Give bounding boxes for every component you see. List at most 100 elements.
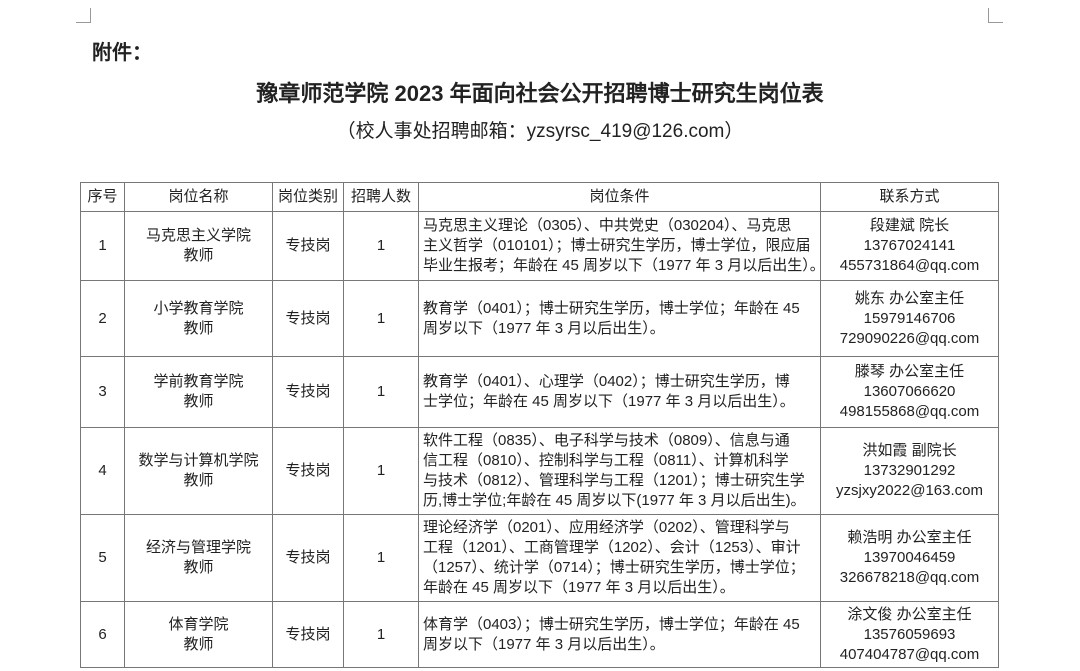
row-no: 6 [80,601,125,668]
condition-line: 周岁以下（1977 年 3 月以后出生）。 [423,635,665,653]
table-row: 4 数学与计算机学院 教师 专技岗 1 软件工程（0835）、电子科学与技术（0809）、… [80,427,999,515]
condition-line: 体育学（0403）；博士研究生学历，博士学位；年龄在 45 [423,615,800,633]
position-name: 数学与计算机学院 教师 [124,427,273,515]
condition-line: 理论经济学（0201）、应用经济学（0202）、管理科学与 [423,519,790,536]
contact-email[interactable]: yzsjxy2022@163.com [836,482,983,499]
contact-phone: 13607066620 [863,383,956,400]
position-name-line: 教师 [183,247,214,264]
position-count: 1 [343,427,419,515]
contact-phone: 13767024141 [863,237,956,254]
table-row: 6 体育学院 教师 专技岗 1 体育学（0403）；博士研究生学历，博士学位；年龄在 45… [80,601,999,668]
contact-person: 姚东 办公室主任 [854,289,965,307]
header-count: 招聘人数 [343,182,419,212]
position-type: 专技岗 [272,211,344,281]
position-name-line: 马克思主义学院 [145,227,251,244]
contact-phone: 13970046459 [863,549,956,566]
position-name-line: 教师 [183,393,214,410]
position-count: 1 [343,356,419,428]
row-no: 1 [80,211,125,281]
condition-line: 信工程（0810）、控制科学与工程（0811）、计算机科学 [423,452,789,469]
document-subtitle: （校人事处招聘邮箱：yzsyrsc_419@126.com） [336,121,744,142]
position-count: 1 [343,514,419,602]
position-type: 专技岗 [272,280,344,357]
condition-line: 马克思主义理论（0305）、中共党史（030204）、马克思 [423,217,792,234]
position-conditions: 教育学（0401）；博士研究生学历，博士学位；年龄在 45 周岁以下（1977 年… [418,280,821,357]
condition-line: 主义哲学（010101）；博士研究生学历，博士学位，限应届 [423,237,811,254]
position-count: 1 [343,601,419,668]
position-conditions: 教育学（0401）、心理学（0402）；博士研究生学历，博 士学位；年龄在 45 … [418,356,821,428]
contact-info: 涂文俊 办公室主任 13576059693 407404787@qq.com [820,601,999,668]
header-no: 序号 [80,182,125,212]
contact-person: 洪如霞 副院长 [862,442,957,459]
header-conditions: 岗位条件 [418,182,821,212]
table-row: 2 小学教育学院 教师 专技岗 1 教育学（0401）；博士研究生学历，博士学位；年龄在 … [80,280,999,357]
position-name: 学前教育学院 教师 [124,356,273,428]
page-corner-mark [76,8,91,23]
position-name: 体育学院 教师 [124,601,273,668]
row-no: 5 [80,514,125,602]
table-row: 1 马克思主义学院 教师 专技岗 1 马克思主义理论（0305）、中共党史（030204）… [80,211,999,281]
attachment-label: 附件： [92,42,152,64]
page-corner-mark [988,8,1003,23]
position-name-line: 小学教育学院 [153,299,244,317]
row-no: 3 [80,356,125,428]
position-type: 专技岗 [272,601,344,668]
position-type: 专技岗 [272,514,344,602]
contact-info: 滕琴 办公室主任 13607066620 498155868@qq.com [820,356,999,428]
condition-line: 士学位；年龄在 45 周岁以下（1977 年 3 月以后出生）。 [423,393,795,410]
position-conditions: 理论经济学（0201）、应用经济学（0202）、管理科学与 工程（1201）、工商… [418,514,821,602]
header-type: 岗位类别 [272,182,344,212]
condition-line: 教育学（0401）；博士研究生学历，博士学位；年龄在 45 [423,299,800,317]
contact-email[interactable]: 407404787@qq.com [839,645,980,663]
contact-info: 段建斌 院长 13767024141 455731864@qq.com [820,211,999,281]
condition-line: 周岁以下（1977 年 3 月以后出生）。 [423,319,665,337]
header-name: 岗位名称 [124,182,273,212]
position-type: 专技岗 [272,427,344,515]
contact-info: 洪如霞 副院长 13732901292 yzsjxy2022@163.com [820,427,999,515]
contact-phone: 15979146706 [863,309,956,327]
position-conditions: 马克思主义理论（0305）、中共党史（030204）、马克思主义哲学（01010… [418,211,825,281]
table-header-row: 序号 岗位名称 岗位类别 招聘人数 岗位条件 联系方式 [80,182,999,212]
table-row: 3 学前教育学院 教师 专技岗 1 教育学（0401）、心理学（0402）；博士研究生学历… [80,356,999,428]
contact-info: 姚东 办公室主任 15979146706 729090226@qq.com [820,280,999,357]
position-name-line: 教师 [183,559,214,576]
table-row: 5 经济与管理学院 教师 专技岗 1 理论经济学（0201）、应用经济学（0202）、管理… [80,514,999,602]
position-name-line: 教师 [183,319,214,337]
position-name: 小学教育学院 教师 [124,280,273,357]
position-conditions: 软件工程（0835）、电子科学与技术（0809）、信息与通 信工程（0810）、控… [418,427,821,515]
position-type: 专技岗 [272,356,344,428]
contact-email[interactable]: 498155868@qq.com [839,403,980,420]
contact-email[interactable]: 729090226@qq.com [839,329,980,347]
condition-line: 软件工程（0835）、电子科学与技术（0809）、信息与通 [423,432,790,449]
condition-line: （1257）、统计学（0714）；博士研究生学历，博士学位； [423,559,805,576]
contact-info: 赖浩明 办公室主任 13970046459 326678218@qq.com [820,514,999,602]
contact-phone: 13732901292 [863,462,956,479]
position-name: 经济与管理学院 教师 [124,514,273,602]
position-conditions: 体育学（0403）；博士研究生学历，博士学位；年龄在 45 周岁以下（1977 年… [418,601,821,668]
row-no: 2 [80,280,125,357]
contact-phone: 13576059693 [863,625,956,643]
contact-email[interactable]: 326678218@qq.com [839,569,980,586]
row-no: 4 [80,427,125,515]
position-name: 马克思主义学院 教师 [124,211,273,281]
contact-person: 滕琴 办公室主任 [854,363,965,380]
condition-line: 工程（1201）、工商管理学（1202）、会计（1253）、审计 [423,539,801,556]
condition-line: 教育学（0401）、心理学（0402）；博士研究生学历，博 [423,373,790,390]
position-name-line: 数学与计算机学院 [138,452,259,469]
position-name-line: 体育学院 [168,615,229,633]
position-name-line: 经济与管理学院 [145,539,251,556]
document-title: 豫章师范学院 2023 年面向社会公开招聘博士研究生岗位表 [256,81,824,106]
condition-line: 年龄在 45 周岁以下（1977 年 3 月以后出生）。 [423,579,735,596]
condition-line: 与技术（0812）、管理科学与工程（1201）；博士研究生学 [423,472,805,489]
position-name-line: 教师 [183,635,214,653]
contact-person: 段建斌 院长 [869,217,950,234]
header-contact: 联系方式 [820,182,999,212]
contact-person: 赖浩明 办公室主任 [847,529,972,546]
condition-line: 毕业生报考；年龄在 45 周岁以下（1977 年 3 月以后出生）。 [423,257,825,274]
positions-table: 序号 岗位名称 岗位类别 招聘人数 岗位条件 联系方式 1 马克思主义学院 教师 专技… [80,182,999,668]
position-name-line: 学前教育学院 [153,373,244,390]
position-count: 1 [343,280,419,357]
contact-email[interactable]: 455731864@qq.com [839,257,980,274]
position-count: 1 [343,211,419,281]
contact-person: 涂文俊 办公室主任 [847,605,972,623]
